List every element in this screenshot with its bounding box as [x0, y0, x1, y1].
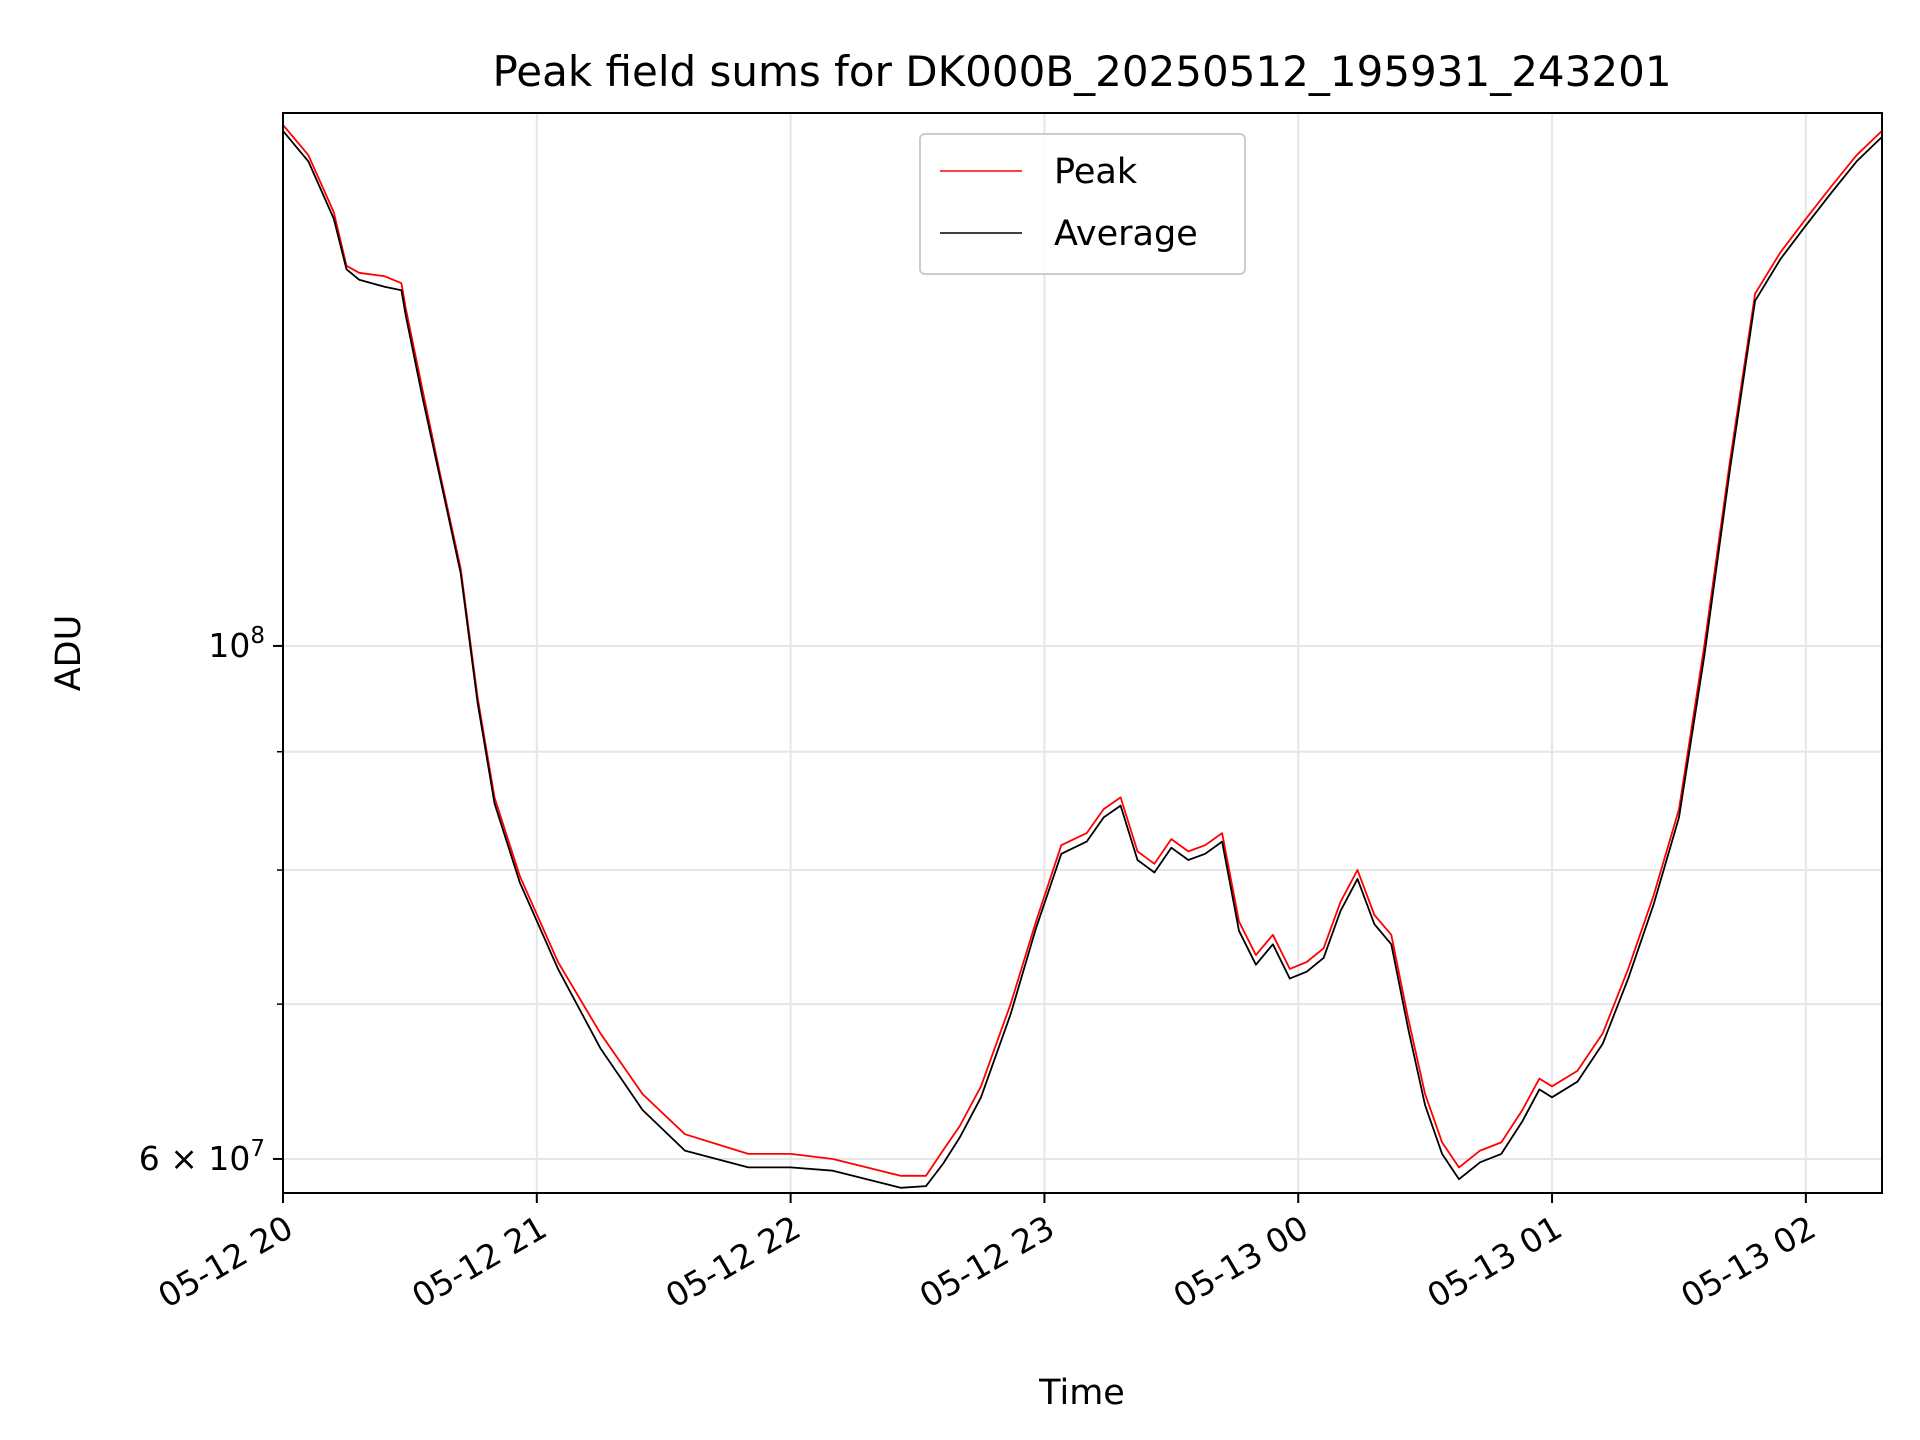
- x-tick-label: 05-12 23: [913, 1208, 1061, 1316]
- x-tick-label: 05-12 21: [405, 1208, 553, 1316]
- legend-label-peak: Peak: [1054, 152, 1138, 192]
- series-line-peak: [282, 124, 1883, 1177]
- x-tick-label: 05-13 00: [1167, 1208, 1315, 1316]
- y-axis-ticks: 108 6 × 107: [139, 623, 283, 1178]
- x-tick-label: 05-12 22: [659, 1208, 807, 1316]
- x-tick-label: 05-13 02: [1674, 1208, 1822, 1316]
- grid: [282, 113, 1882, 1193]
- chart-title: Peak field sums for DK000B_20250512_1959…: [492, 47, 1671, 96]
- legend-label-average: Average: [1054, 214, 1198, 254]
- plot-frame: [282, 112, 1883, 1194]
- x-tick-label: 05-12 20: [151, 1208, 299, 1316]
- series-layer: [282, 124, 1883, 1189]
- x-axis-ticks: 05-12 20 05-12 21 05-12 22 05-12 23 05-13 00…: [151, 1193, 1822, 1316]
- y-axis-title: ADU: [49, 615, 89, 692]
- legend-box: [919, 133, 1246, 275]
- x-axis-title: Time: [1038, 1373, 1125, 1413]
- series-line-average: [282, 130, 1883, 1189]
- y-tick-label: 6 × 107: [139, 1136, 265, 1178]
- legend: Peak Average: [919, 133, 1246, 275]
- x-tick-label: 05-13 01: [1420, 1208, 1568, 1316]
- y-tick-label: 108: [208, 623, 265, 665]
